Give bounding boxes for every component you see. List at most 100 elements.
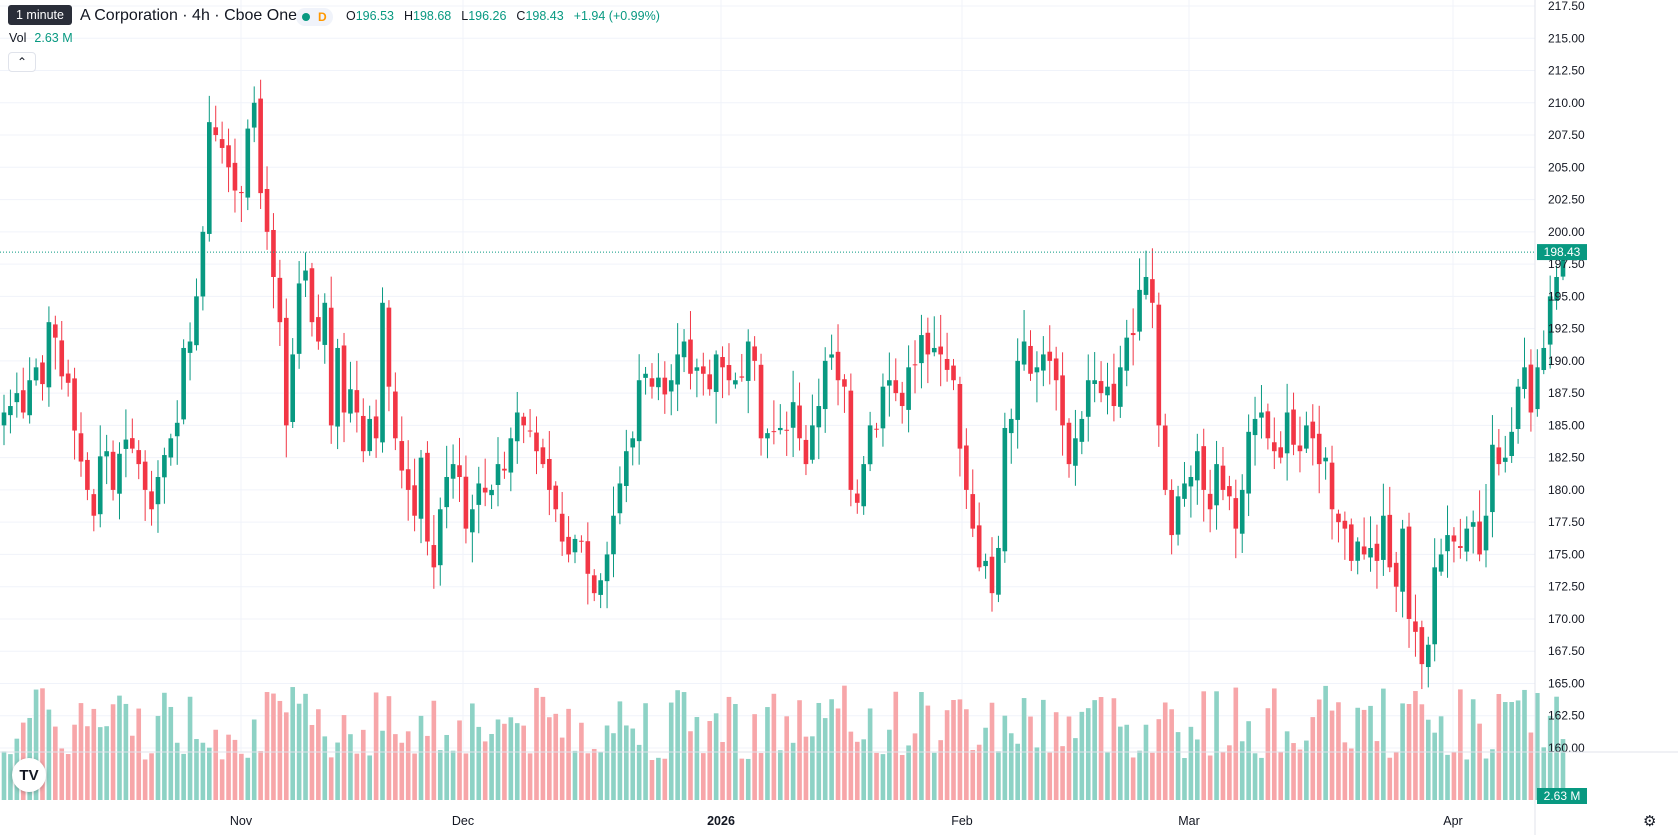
candle-body bbox=[200, 231, 206, 297]
volume-bar bbox=[1393, 752, 1399, 800]
volume-bar bbox=[91, 708, 97, 800]
volume-bar bbox=[1073, 738, 1078, 800]
candle-body bbox=[636, 380, 642, 442]
candle-body bbox=[1105, 386, 1110, 396]
volume-bar bbox=[1547, 715, 1553, 800]
volume-bar bbox=[1381, 688, 1386, 800]
volume-bar bbox=[1111, 698, 1117, 800]
volume-bar bbox=[1, 751, 7, 800]
volume-bar bbox=[887, 729, 892, 800]
candle-body bbox=[1483, 515, 1489, 551]
volume-bar bbox=[1432, 732, 1437, 800]
volume-bar bbox=[1336, 702, 1341, 800]
volume-bar bbox=[1239, 741, 1245, 800]
candle-body bbox=[1387, 514, 1393, 568]
price-tick-label: 177.50 bbox=[1548, 515, 1585, 529]
candle-body bbox=[983, 560, 988, 567]
candle-body bbox=[367, 418, 373, 452]
candle-body bbox=[1265, 411, 1271, 439]
symbol-title[interactable]: A Corporation · 4h · Cboe One bbox=[80, 7, 298, 24]
candle-body bbox=[271, 229, 276, 277]
candle-body bbox=[405, 469, 411, 490]
low-label: L bbox=[461, 9, 469, 23]
candle-body bbox=[771, 431, 777, 433]
volume-bar bbox=[1502, 702, 1508, 800]
gear-icon[interactable]: ⚙ bbox=[1643, 813, 1657, 830]
time-axis[interactable]: Nov Dec 2026 Feb Mar Apr bbox=[0, 751, 1678, 828]
volume-bar bbox=[303, 693, 308, 800]
candle-body bbox=[1053, 358, 1059, 381]
candle-body bbox=[1451, 535, 1457, 542]
volume-bar bbox=[380, 730, 385, 800]
volume-bar bbox=[1560, 739, 1566, 800]
volume-bar bbox=[598, 752, 603, 800]
candle-body bbox=[1175, 496, 1181, 535]
volume-bar bbox=[1182, 758, 1187, 800]
candle-body bbox=[373, 416, 379, 439]
price-tick-label: 172.50 bbox=[1548, 580, 1585, 594]
volume-bar bbox=[675, 690, 680, 800]
volume-bar bbox=[624, 725, 629, 800]
candle-body bbox=[508, 438, 514, 473]
volume-bar bbox=[656, 757, 661, 800]
price-tick-label: 182.50 bbox=[1548, 451, 1585, 465]
candle-body bbox=[848, 390, 854, 490]
volume-bar bbox=[649, 759, 655, 800]
candle-body bbox=[1227, 486, 1232, 497]
candle-body bbox=[1425, 644, 1431, 668]
close-label: C bbox=[516, 9, 526, 23]
candle-body bbox=[104, 451, 109, 457]
candle-body bbox=[925, 332, 931, 355]
candle-body bbox=[694, 367, 700, 371]
candle-body bbox=[880, 386, 886, 429]
volume-bar bbox=[1355, 707, 1361, 800]
candle-body bbox=[713, 354, 719, 392]
volume-bar bbox=[40, 688, 45, 800]
candle-body bbox=[547, 458, 552, 490]
volume-bar bbox=[1323, 685, 1328, 800]
candle-body bbox=[591, 575, 597, 594]
candle-body bbox=[951, 365, 956, 381]
candle-body bbox=[1291, 409, 1296, 445]
volume-bar bbox=[502, 723, 507, 800]
candle-body bbox=[1522, 367, 1527, 390]
candle-body bbox=[1419, 627, 1425, 665]
volume-bar bbox=[893, 691, 899, 800]
volume-bar bbox=[418, 715, 424, 800]
volume-bar bbox=[425, 735, 430, 800]
volume-bar bbox=[1079, 711, 1085, 800]
candle-body bbox=[1297, 445, 1303, 452]
volume-bar bbox=[46, 709, 52, 800]
volume-bar bbox=[1066, 716, 1072, 800]
candle-body bbox=[495, 464, 501, 485]
candle-body bbox=[1445, 535, 1450, 552]
candle-body bbox=[765, 433, 770, 439]
price-tick-label: 165.00 bbox=[1548, 676, 1585, 690]
volume-bar bbox=[1535, 693, 1540, 800]
candle-body bbox=[585, 541, 591, 574]
volume-bar bbox=[681, 692, 687, 800]
candle-body bbox=[1259, 412, 1264, 418]
candle-body bbox=[1162, 425, 1168, 490]
tradingview-logo-icon[interactable]: TV bbox=[12, 758, 46, 792]
collapse-legend-button[interactable]: ⌃ bbox=[8, 52, 36, 72]
volume-bar bbox=[162, 692, 167, 800]
volume-bar bbox=[1515, 700, 1521, 800]
candle-body bbox=[8, 406, 13, 416]
volume-bar bbox=[1438, 716, 1444, 800]
volume-bar bbox=[117, 695, 122, 800]
price-tick-label: 217.50 bbox=[1548, 0, 1585, 13]
volume-bar bbox=[829, 699, 834, 800]
candle-body bbox=[1502, 457, 1508, 462]
volume-bar bbox=[822, 718, 828, 800]
price-axis[interactable]: 217.50 215.00 212.50 210.00 207.50 205.00 202.… bbox=[0, 0, 1587, 835]
candle-body bbox=[1547, 296, 1553, 345]
candle-body bbox=[130, 438, 135, 449]
price-tick-label: 197.50 bbox=[1548, 257, 1585, 271]
volume-bar bbox=[155, 715, 161, 800]
candle-body bbox=[643, 373, 648, 378]
candle-body bbox=[611, 515, 616, 555]
candle-body bbox=[970, 494, 976, 529]
volume-bar bbox=[867, 708, 873, 800]
